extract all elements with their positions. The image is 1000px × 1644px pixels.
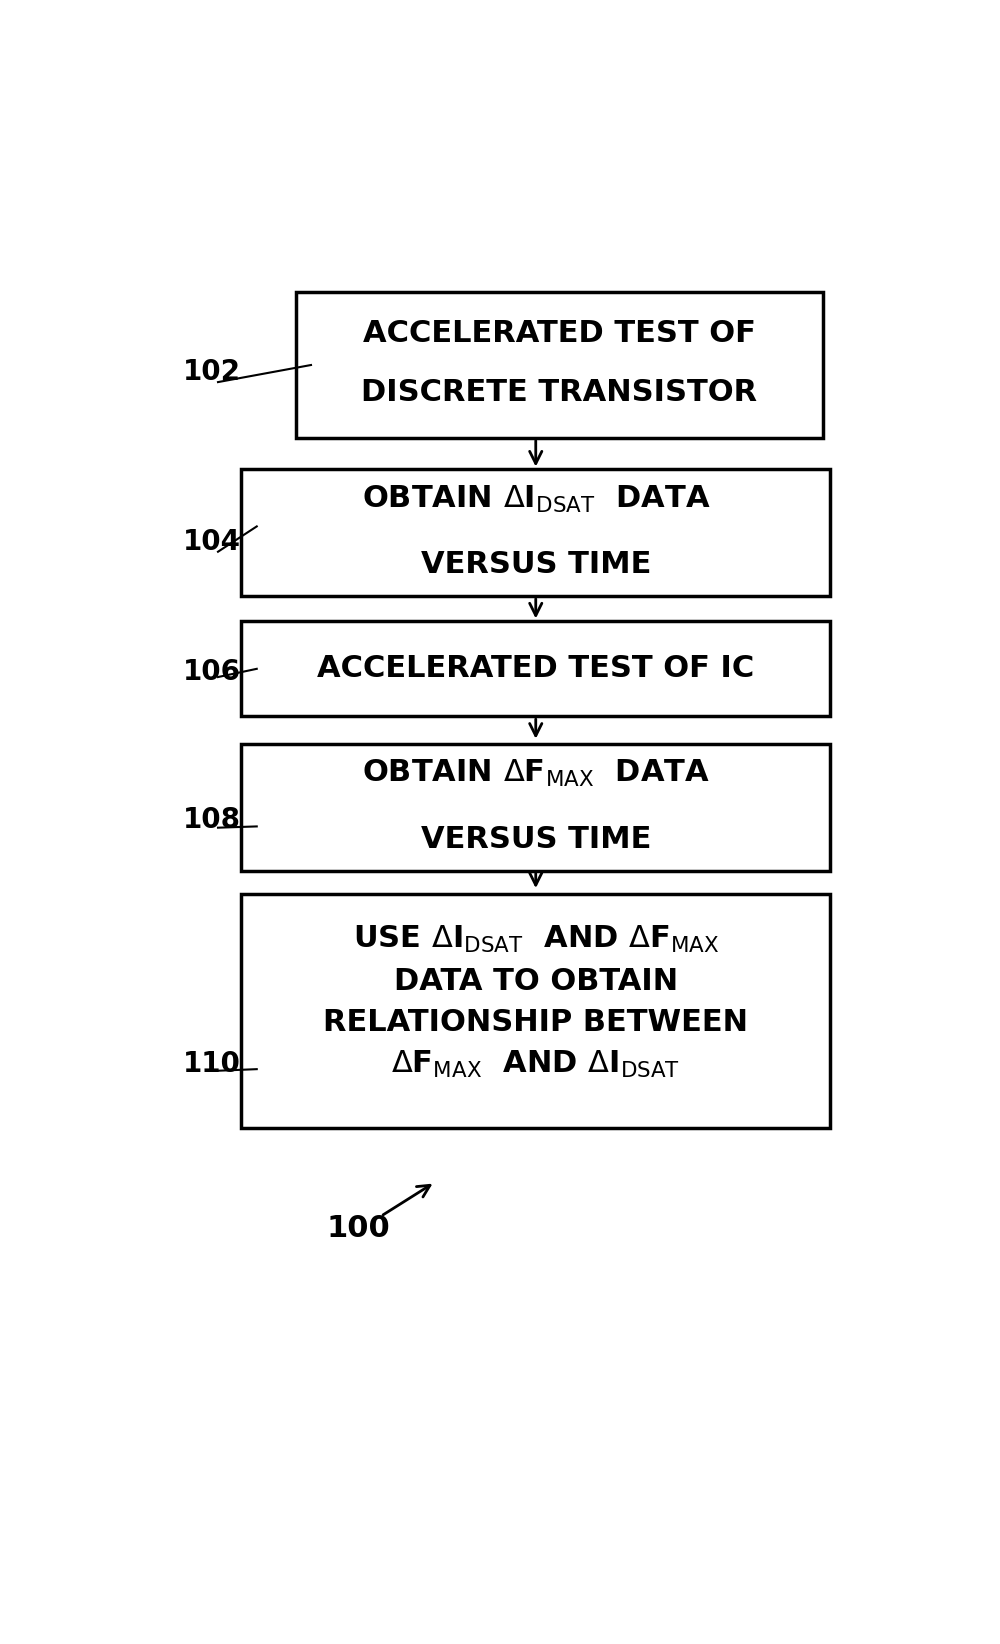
Bar <box>241 621 830 717</box>
Text: ACCELERATED TEST OF IC: ACCELERATED TEST OF IC <box>317 654 754 684</box>
Text: RELATIONSHIP BETWEEN: RELATIONSHIP BETWEEN <box>323 1008 748 1037</box>
Bar <box>241 470 830 597</box>
Text: $\Delta$F$_{\mathsf{MAX}}$  AND $\Delta$I$_{\mathsf{DSAT}}$: $\Delta$F$_{\mathsf{MAX}}$ AND $\Delta$I… <box>391 1049 680 1080</box>
Text: 104: 104 <box>183 528 241 556</box>
Text: OBTAIN $\Delta$I$_{\mathsf{DSAT}}$  DATA: OBTAIN $\Delta$I$_{\mathsf{DSAT}}$ DATA <box>362 483 710 515</box>
Text: OBTAIN $\Delta$F$_{\mathsf{MAX}}$  DATA: OBTAIN $\Delta$F$_{\mathsf{MAX}}$ DATA <box>362 758 710 789</box>
Text: ACCELERATED TEST OF: ACCELERATED TEST OF <box>363 319 755 349</box>
Bar <box>241 745 830 871</box>
Text: 102: 102 <box>183 358 241 386</box>
Text: DATA TO OBTAIN: DATA TO OBTAIN <box>394 967 678 996</box>
Text: 106: 106 <box>183 658 241 686</box>
Text: VERSUS TIME: VERSUS TIME <box>421 549 651 579</box>
Text: 110: 110 <box>183 1051 241 1078</box>
Text: USE $\Delta$I$_{\mathsf{DSAT}}$  AND $\Delta$F$_{\mathsf{MAX}}$: USE $\Delta$I$_{\mathsf{DSAT}}$ AND $\De… <box>353 924 719 955</box>
Text: 108: 108 <box>183 806 241 834</box>
Bar <box>296 293 822 437</box>
Text: 100: 100 <box>326 1215 390 1243</box>
Text: DISCRETE TRANSISTOR: DISCRETE TRANSISTOR <box>361 378 757 408</box>
Text: VERSUS TIME: VERSUS TIME <box>421 825 651 853</box>
Bar <box>241 894 830 1128</box>
